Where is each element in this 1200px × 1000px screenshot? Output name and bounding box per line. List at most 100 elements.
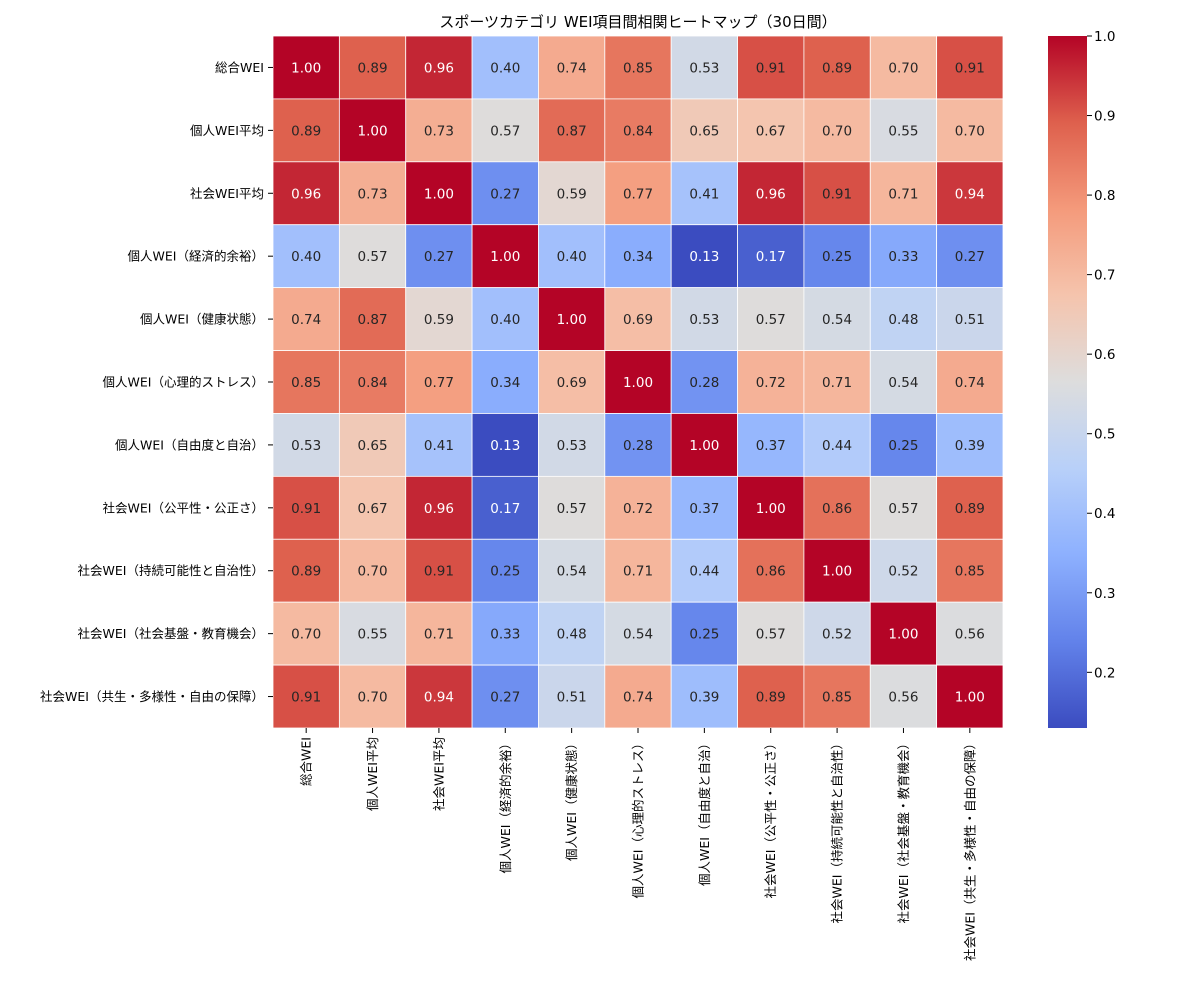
cell-value-label: 0.25 [822, 249, 852, 265]
cell-value-label: 1.00 [557, 312, 587, 328]
cell-value-label: 0.51 [955, 312, 985, 328]
cell-value-label: 0.71 [822, 375, 852, 391]
colorbar-tick-label: 0.6 [1094, 347, 1115, 363]
cell-value-label: 0.70 [358, 690, 388, 706]
column-tick-label: 総合WEI [299, 737, 314, 786]
column-tick-labels: 総合WEI 個人WEI平均 社会WEI平均 個人WEI（経済的余裕） 個人WEI（健康状… [299, 728, 978, 961]
cell-value-label: 0.57 [756, 312, 786, 328]
cell-value-label: 0.52 [822, 627, 852, 643]
cell-value-label: 0.74 [955, 375, 985, 391]
cell-value-label: 0.69 [557, 375, 587, 391]
cell-value-label: 0.73 [358, 186, 388, 202]
cell-value-label: 0.84 [358, 375, 388, 391]
cell-value-label: 0.73 [424, 123, 454, 139]
cell-value-label: 0.71 [888, 186, 918, 202]
cell-value-label: 0.96 [424, 501, 454, 517]
cell-value-label: 0.48 [888, 312, 918, 328]
colorbar-tick-label: 1.0 [1094, 29, 1115, 45]
cell-value-label: 1.00 [490, 249, 520, 265]
cell-value-label: 0.55 [888, 123, 918, 139]
cell-value-label: 0.55 [358, 627, 388, 643]
cell-value-label: 1.00 [358, 123, 388, 139]
cell-value-label: 0.87 [358, 312, 388, 328]
cell-value-label: 0.27 [490, 690, 520, 706]
colorbar-tick-label: 0.3 [1094, 586, 1115, 602]
cell-value-label: 0.89 [822, 60, 852, 76]
cell-value-label: 0.74 [291, 312, 321, 328]
colorbar-tick-label: 0.2 [1094, 665, 1115, 681]
cell-value-label: 0.33 [490, 627, 520, 643]
cell-value-label: 0.56 [888, 690, 918, 706]
cell-value-label: 0.27 [490, 186, 520, 202]
cell-value-label: 0.54 [888, 375, 918, 391]
cell-value-label: 0.40 [557, 249, 587, 265]
cell-value-label: 0.72 [623, 501, 653, 517]
cell-value-label: 0.89 [291, 564, 321, 580]
cell-value-label: 0.44 [689, 564, 719, 580]
row-tick-label: 個人WEI平均 [190, 123, 264, 138]
cell-value-label: 0.67 [358, 501, 388, 517]
cell-value-label: 0.69 [623, 312, 653, 328]
column-tick-label: 個人WEI（経済的余裕） [498, 737, 513, 873]
cell-value-label: 0.77 [424, 375, 454, 391]
cell-value-label: 0.70 [888, 60, 918, 76]
cell-value-label: 0.85 [822, 690, 852, 706]
cell-value-label: 0.59 [557, 186, 587, 202]
colorbar-gradient [1048, 36, 1087, 728]
cell-value-label: 0.52 [888, 564, 918, 580]
row-tick-label: 個人WEI（経済的余裕） [128, 249, 264, 264]
cell-value-label: 0.44 [822, 438, 852, 454]
cell-value-label: 0.89 [756, 690, 786, 706]
cell-value-label: 1.00 [291, 60, 321, 76]
cell-value-label: 0.85 [623, 60, 653, 76]
chart-title: スポーツカテゴリ WEI項目間相関ヒートマップ（30日間） [439, 13, 836, 31]
cell-value-label: 0.40 [490, 60, 520, 76]
column-tick-label: 個人WEI平均 [365, 737, 380, 811]
cell-value-label: 0.13 [689, 249, 719, 265]
cell-value-label: 0.37 [756, 438, 786, 454]
cell-value-label: 1.00 [756, 501, 786, 517]
cell-value-label: 0.33 [888, 249, 918, 265]
cell-value-label: 1.00 [888, 627, 918, 643]
cell-value-label: 0.53 [689, 312, 719, 328]
cell-value-label: 0.27 [955, 249, 985, 265]
cell-value-label: 0.57 [358, 249, 388, 265]
colorbar-tick-label: 0.5 [1094, 427, 1115, 443]
cell-value-label: 1.00 [822, 564, 852, 580]
cell-value-label: 0.91 [955, 60, 985, 76]
cell-value-label: 0.65 [689, 123, 719, 139]
row-tick-labels: 総合WEI個人WEI平均社会WEI平均個人WEI（経済的余裕）個人WEI（健康状… [40, 60, 273, 704]
row-tick-label: 総合WEI [215, 60, 264, 75]
cell-value-label: 0.57 [756, 627, 786, 643]
cell-value-label: 0.53 [689, 60, 719, 76]
cell-value-label: 0.41 [689, 186, 719, 202]
cell-value-label: 0.28 [689, 375, 719, 391]
cell-value-label: 0.70 [955, 123, 985, 139]
cell-value-label: 0.67 [756, 123, 786, 139]
colorbar-tick-label: 0.4 [1094, 506, 1115, 522]
cell-value-label: 0.89 [291, 123, 321, 139]
cell-value-label: 0.74 [557, 60, 587, 76]
column-tick-label: 社会WEI（公平性・公正さ） [763, 737, 778, 898]
cell-value-label: 0.91 [291, 690, 321, 706]
colorbar-tick-label: 0.9 [1094, 109, 1115, 125]
cell-value-label: 1.00 [955, 690, 985, 706]
row-tick-label: 社会WEI平均 [190, 186, 264, 201]
colorbar-tick-label: 0.8 [1094, 188, 1115, 204]
cell-value-label: 0.70 [358, 564, 388, 580]
cell-value-label: 0.86 [756, 564, 786, 580]
column-tick-label: 社会WEI（共生・多様性・自由の保障） [962, 737, 977, 961]
row-tick-label: 社会WEI（公平性・公正さ） [103, 500, 264, 515]
cell-value-label: 0.27 [424, 249, 454, 265]
cell-value-label: 0.17 [756, 249, 786, 265]
cell-value-label: 0.71 [623, 564, 653, 580]
cell-value-label: 0.70 [291, 627, 321, 643]
cell-value-label: 0.28 [623, 438, 653, 454]
cell-value-label: 0.34 [490, 375, 520, 391]
cell-value-label: 0.59 [424, 312, 454, 328]
column-tick-label: 個人WEI（自由度と自治） [697, 737, 712, 886]
cell-value-label: 0.57 [888, 501, 918, 517]
cell-value-label: 0.25 [689, 627, 719, 643]
cell-value-label: 0.40 [291, 249, 321, 265]
row-tick-label: 社会WEI（社会基盤・教育機会） [78, 626, 264, 641]
